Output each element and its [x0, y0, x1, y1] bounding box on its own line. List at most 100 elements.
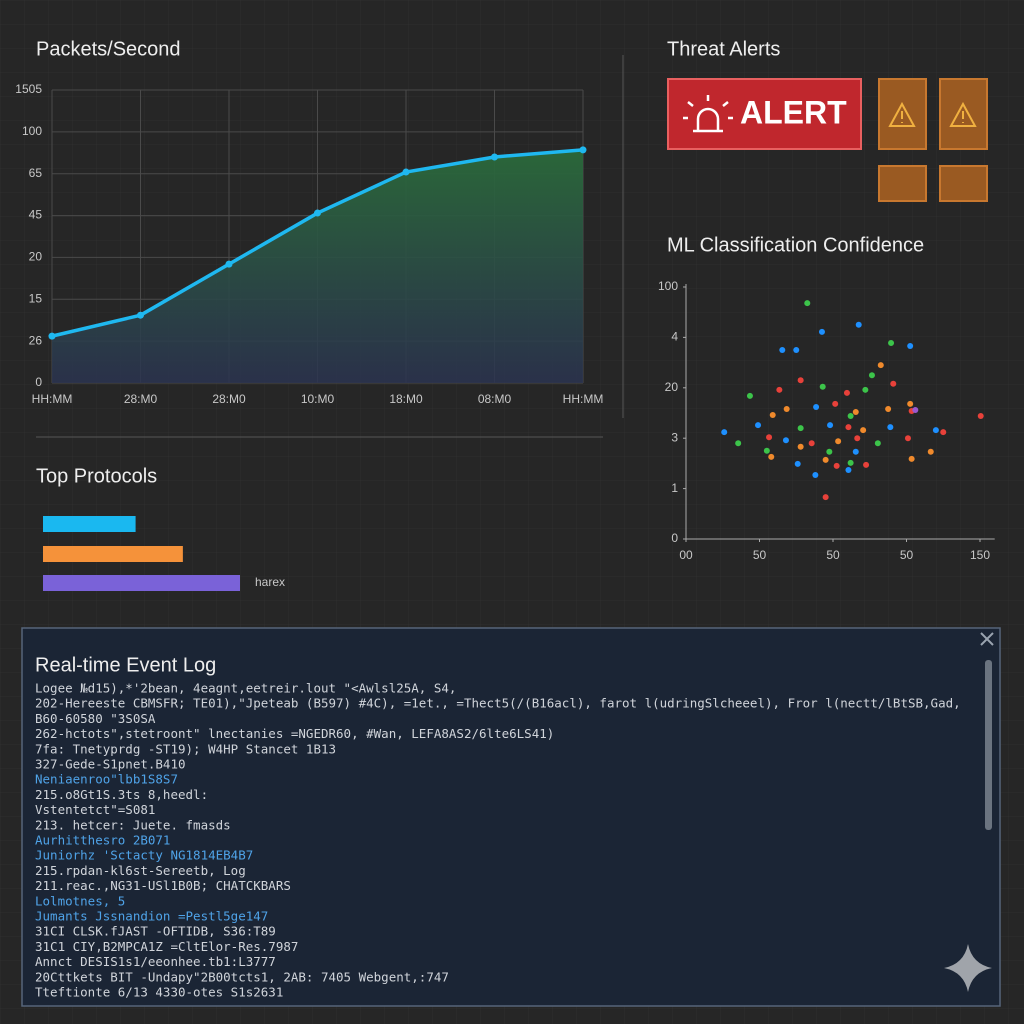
alert-button[interactable]: ALERT	[667, 78, 862, 150]
point	[804, 300, 811, 307]
point	[579, 146, 587, 154]
y-tick-label: 1505	[15, 82, 42, 96]
point	[779, 347, 786, 353]
log-line: Neniaenroo"lbb1S8S7	[35, 772, 178, 787]
point	[797, 443, 804, 450]
point	[776, 386, 783, 393]
alert-label[interactable]: ALERT	[740, 94, 847, 130]
y-tick-label: 100	[658, 279, 678, 293]
point	[812, 471, 819, 478]
y-tick-label: 0	[35, 375, 42, 389]
scrollbar[interactable]	[985, 660, 992, 830]
bar	[43, 546, 183, 562]
point	[843, 389, 850, 396]
x-tick-label: 150	[970, 548, 990, 562]
log-line: 211.reac.,NG31-USl1B0B; CHATCKBARS	[35, 878, 291, 893]
x-tick-label: 08:M0	[478, 392, 512, 406]
point	[48, 332, 56, 340]
area	[52, 149, 583, 383]
chart-title: ML Classification Confidence	[667, 234, 924, 256]
point	[768, 453, 775, 460]
point	[797, 425, 804, 432]
point	[904, 435, 911, 442]
point	[835, 438, 842, 445]
point	[852, 448, 859, 455]
log-line: 31CI CLSK.fJAST -OFTIDB, S36:T89	[35, 924, 276, 939]
point	[793, 347, 800, 353]
log-line: Juniorhz 'Sctacty NG1814EB4B7	[35, 848, 253, 863]
log-title: Real-time Event Log	[35, 654, 216, 676]
y-tick-label: 45	[29, 208, 43, 222]
chart-title: Packets/Second	[36, 38, 181, 60]
point	[225, 260, 233, 268]
y-tick-label: 15	[29, 291, 43, 305]
bar	[43, 575, 240, 591]
chart-title: Top Protocols	[36, 465, 157, 487]
bar	[43, 516, 136, 532]
log-line: B60-60580 "3S0SA	[35, 711, 156, 726]
panel-title: Threat Alerts	[667, 38, 780, 60]
point	[847, 459, 854, 466]
point	[852, 408, 859, 415]
log-line: Lolmotnes, 5	[35, 893, 125, 908]
point	[818, 328, 825, 335]
sparkle-icon	[944, 944, 992, 992]
log-line: Vstentetct"=S081	[35, 802, 155, 817]
log-line: 262-hctots",stetroont" lnectanies =NGEDR…	[35, 726, 554, 741]
y-tick-label: 1	[671, 481, 678, 495]
point	[874, 440, 881, 447]
point	[890, 380, 897, 387]
y-tick-label: 4	[671, 330, 678, 344]
point	[782, 437, 789, 444]
point	[862, 386, 869, 393]
log-line: Tteftionte 6/13 4330-otes S1s2631	[35, 985, 283, 1000]
log-line: 215.o8Gt1S.3ts 8,heedl:	[35, 787, 208, 802]
log-line: 215.rpdan-kl6st-Sereetb, Log	[35, 863, 246, 878]
y-tick-label: 0	[671, 531, 678, 545]
x-tick-label: 00	[679, 548, 693, 562]
point	[797, 377, 804, 384]
point	[402, 168, 410, 176]
point	[826, 448, 833, 455]
point	[887, 424, 894, 431]
point	[845, 424, 852, 431]
log-line: Aurhitthesro 2B071	[35, 833, 170, 848]
point	[927, 448, 934, 455]
log-line: 327-Gede-S1pnet.B410	[35, 757, 186, 772]
point	[833, 462, 840, 469]
point	[755, 422, 762, 429]
point	[977, 413, 984, 420]
point	[854, 435, 861, 442]
point	[813, 403, 820, 410]
point	[888, 339, 895, 346]
alert-tiles	[878, 78, 988, 202]
log-line: Logee №d15),*'2bean, 4eagnt,eetreir.lout…	[35, 681, 456, 696]
close-button[interactable]	[980, 632, 994, 646]
point	[868, 372, 875, 379]
x-tick-label: HH:MM	[32, 392, 73, 406]
point	[912, 406, 919, 413]
siren-icon	[683, 95, 733, 133]
bar-label: harex	[255, 575, 285, 589]
point	[907, 342, 914, 349]
point	[794, 460, 801, 467]
point	[822, 456, 829, 463]
point	[885, 405, 892, 412]
log-lines: Logee №d15),*'2bean, 4eagnt,eetreir.lout…	[35, 681, 961, 1000]
y-tick-label: 100	[22, 124, 42, 138]
y-tick-label: 20	[29, 250, 43, 264]
point	[314, 209, 321, 217]
point	[763, 447, 770, 454]
point	[769, 412, 776, 419]
point	[832, 400, 839, 407]
point	[491, 153, 498, 161]
x-tick-label: HH:MM	[563, 392, 604, 406]
x-tick-label: 28:M0	[212, 392, 246, 406]
x-tick-label: 18:M0	[389, 392, 423, 406]
point	[783, 405, 790, 412]
x-tick-label: 28:M0	[124, 392, 158, 406]
event-log-panel: Real-time Event Log	[21, 627, 1001, 1007]
point	[137, 311, 144, 319]
point	[735, 440, 742, 447]
